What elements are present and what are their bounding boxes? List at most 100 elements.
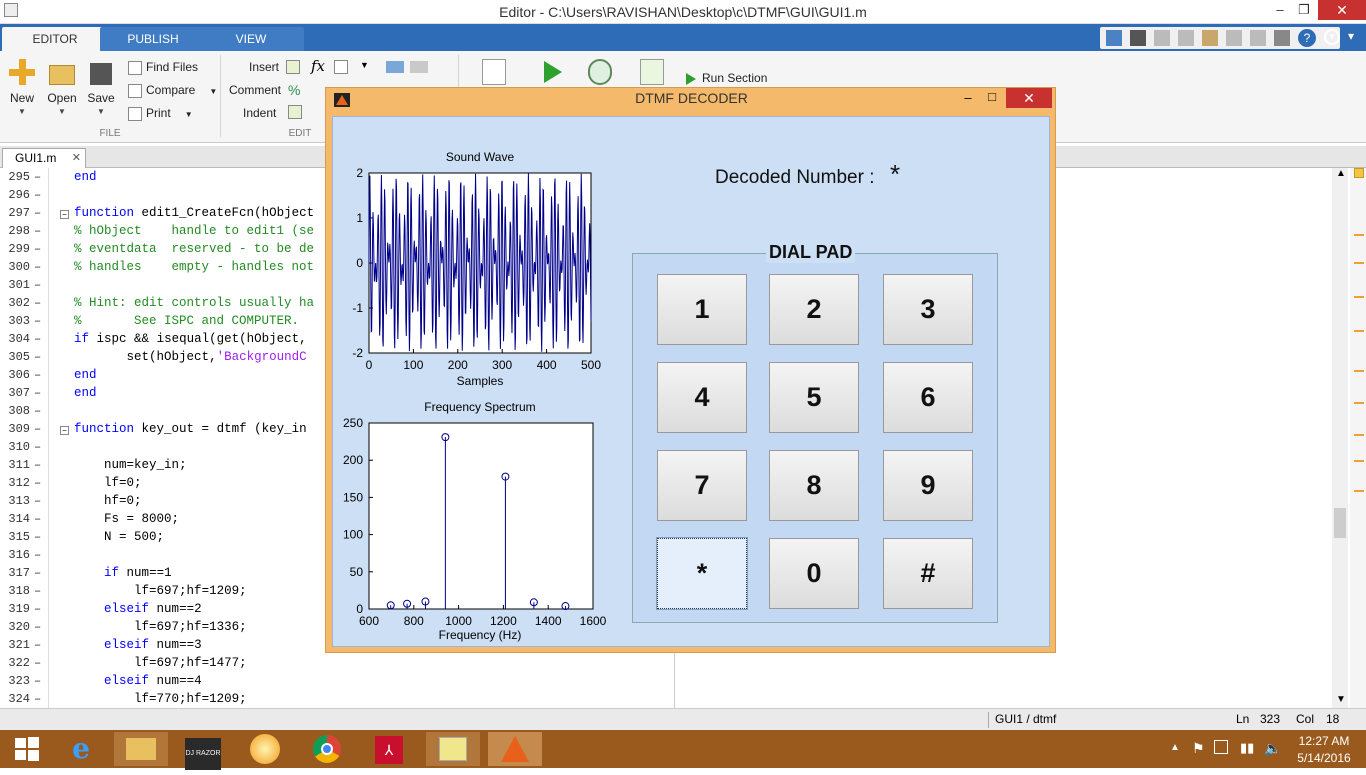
warning-marker[interactable] bbox=[1354, 490, 1364, 492]
file-tab-gui1[interactable]: GUI1.m ✕ bbox=[2, 148, 86, 168]
code-line[interactable]: % eventdata reserved - to be de bbox=[74, 242, 315, 256]
line-marker[interactable]: – bbox=[34, 440, 42, 454]
run-and-advance-icon[interactable] bbox=[588, 59, 612, 85]
scroll-up-icon[interactable]: ▲ bbox=[1336, 168, 1346, 179]
line-marker[interactable]: – bbox=[34, 386, 42, 400]
dial-key-hash[interactable]: # bbox=[883, 538, 973, 609]
close-tab-icon[interactable]: ✕ bbox=[71, 152, 81, 164]
dtmf-decoder-window[interactable]: DTMF DECODER – □ ✕ Sound Wave 0 100 200 300… bbox=[325, 87, 1056, 653]
line-marker[interactable]: – bbox=[34, 296, 42, 310]
dial-key-6[interactable]: 6 bbox=[883, 362, 973, 433]
options-icon[interactable]: ▼ bbox=[1324, 29, 1340, 45]
dial-key-4[interactable]: 4 bbox=[657, 362, 747, 433]
code-line[interactable]: % See ISPC and COMPUTER. bbox=[74, 314, 300, 328]
line-marker[interactable]: – bbox=[34, 548, 42, 562]
tab-publish[interactable]: PUBLISH bbox=[100, 27, 206, 51]
undo-icon[interactable] bbox=[1226, 30, 1242, 46]
dial-key-9[interactable]: 9 bbox=[883, 450, 973, 521]
comment-button[interactable]: Comment bbox=[229, 80, 281, 100]
line-marker[interactable]: – bbox=[34, 476, 42, 490]
file-explorer-button[interactable] bbox=[114, 732, 168, 766]
warning-marker[interactable] bbox=[1354, 434, 1364, 436]
fx-icon[interactable]: fx bbox=[311, 57, 326, 75]
line-marker[interactable]: – bbox=[34, 512, 42, 526]
insert-function-icon[interactable] bbox=[334, 60, 348, 74]
flag-icon[interactable]: ⚑ bbox=[1192, 740, 1205, 756]
line-marker[interactable]: – bbox=[34, 206, 42, 220]
code-line[interactable]: if ispc && isequal(get(hObject, bbox=[74, 332, 307, 346]
scrollbar-thumb[interactable] bbox=[1334, 508, 1346, 538]
copy-icon[interactable] bbox=[1178, 30, 1194, 46]
save-button[interactable]: Save ▼ bbox=[79, 59, 123, 116]
code-line[interactable]: % handles empty - handles not bbox=[74, 260, 315, 274]
print-button[interactable]: Print ▼ bbox=[128, 103, 193, 123]
insert-button[interactable]: Insert bbox=[249, 57, 279, 77]
code-line[interactable]: N = 500; bbox=[104, 530, 165, 544]
breakpoints-icon[interactable] bbox=[482, 59, 506, 85]
acrobat-button[interactable]: ⅄ bbox=[362, 732, 416, 766]
code-line[interactable]: lf=697;hf=1477; bbox=[134, 656, 247, 670]
insert-section-icon[interactable] bbox=[286, 60, 300, 74]
line-marker[interactable]: – bbox=[34, 314, 42, 328]
dj-razor-button[interactable]: DJ RAZOR bbox=[176, 732, 230, 770]
code-line[interactable]: end bbox=[74, 368, 97, 382]
line-marker[interactable]: – bbox=[34, 494, 42, 508]
dial-key-5[interactable]: 5 bbox=[769, 362, 859, 433]
line-marker[interactable]: – bbox=[34, 458, 42, 472]
close-button[interactable]: ✕ bbox=[1318, 0, 1366, 20]
code-line[interactable]: end bbox=[74, 170, 97, 184]
clock-time[interactable]: 12:27 AM bbox=[1298, 734, 1350, 748]
line-marker[interactable]: – bbox=[34, 422, 42, 436]
run-icon[interactable] bbox=[544, 61, 562, 83]
warning-marker[interactable] bbox=[1354, 330, 1364, 332]
line-marker[interactable]: – bbox=[34, 260, 42, 274]
figure-maximize-button[interactable]: □ bbox=[988, 89, 996, 104]
line-marker[interactable]: – bbox=[34, 656, 42, 670]
code-line[interactable]: if num==1 bbox=[104, 566, 172, 580]
find-files-button[interactable]: Find Files bbox=[128, 57, 198, 77]
code-analyzer-indicator-icon[interactable] bbox=[1354, 168, 1364, 178]
minimize-button[interactable]: – bbox=[1276, 2, 1284, 17]
cut-icon[interactable] bbox=[1154, 30, 1170, 46]
back-arrow-icon[interactable] bbox=[386, 61, 404, 73]
dial-key-star[interactable]: * bbox=[656, 537, 748, 610]
warning-marker[interactable] bbox=[1354, 460, 1364, 462]
compare-button[interactable]: Compare ▼ bbox=[128, 80, 217, 100]
save-icon[interactable] bbox=[1130, 30, 1146, 46]
code-line[interactable]: set(hObject,'BackgroundC bbox=[126, 350, 307, 364]
line-marker[interactable]: – bbox=[34, 566, 42, 580]
code-line[interactable]: function edit1_CreateFcn(hObject bbox=[74, 206, 315, 220]
app-menu-icon[interactable] bbox=[4, 3, 18, 17]
file-manager-button[interactable] bbox=[426, 732, 480, 766]
line-marker[interactable]: – bbox=[34, 332, 42, 346]
line-marker[interactable]: – bbox=[34, 224, 42, 238]
indent-button[interactable]: Indent bbox=[243, 103, 276, 123]
dial-key-1[interactable]: 1 bbox=[657, 274, 747, 345]
vertical-scrollbar[interactable]: ▲ ▼ bbox=[1332, 168, 1348, 708]
code-line[interactable]: lf=0; bbox=[104, 476, 142, 490]
tab-editor[interactable]: EDITOR bbox=[2, 27, 108, 51]
run-section-button[interactable]: Run Section bbox=[686, 68, 767, 88]
dial-key-7[interactable]: 7 bbox=[657, 450, 747, 521]
code-line[interactable]: function key_out = dtmf (key_in bbox=[74, 422, 307, 436]
fold-toggle-icon[interactable]: − bbox=[60, 210, 69, 219]
line-marker[interactable]: – bbox=[34, 530, 42, 544]
open-button[interactable]: Open ▼ bbox=[40, 59, 84, 116]
chrome-button[interactable] bbox=[300, 732, 354, 766]
forward-arrow-icon[interactable] bbox=[410, 61, 428, 73]
code-line[interactable]: elseif num==2 bbox=[104, 602, 202, 616]
warning-marker[interactable] bbox=[1354, 370, 1364, 372]
fold-toggle-icon[interactable]: − bbox=[60, 426, 69, 435]
dial-key-2[interactable]: 2 bbox=[769, 274, 859, 345]
code-line[interactable]: % Hint: edit controls usually ha bbox=[74, 296, 315, 310]
line-marker[interactable]: – bbox=[34, 620, 42, 634]
code-line[interactable]: num=key_in; bbox=[104, 458, 187, 472]
dial-key-3[interactable]: 3 bbox=[883, 274, 973, 345]
code-line[interactable]: lf=770;hf=1209; bbox=[134, 692, 247, 706]
code-line[interactable]: end bbox=[74, 386, 97, 400]
warning-marker[interactable] bbox=[1354, 296, 1364, 298]
chevron-down-icon[interactable]: ▼ bbox=[360, 60, 369, 70]
dial-key-8[interactable]: 8 bbox=[769, 450, 859, 521]
media-player-button[interactable] bbox=[238, 732, 292, 766]
switch-windows-icon[interactable] bbox=[1274, 30, 1290, 46]
